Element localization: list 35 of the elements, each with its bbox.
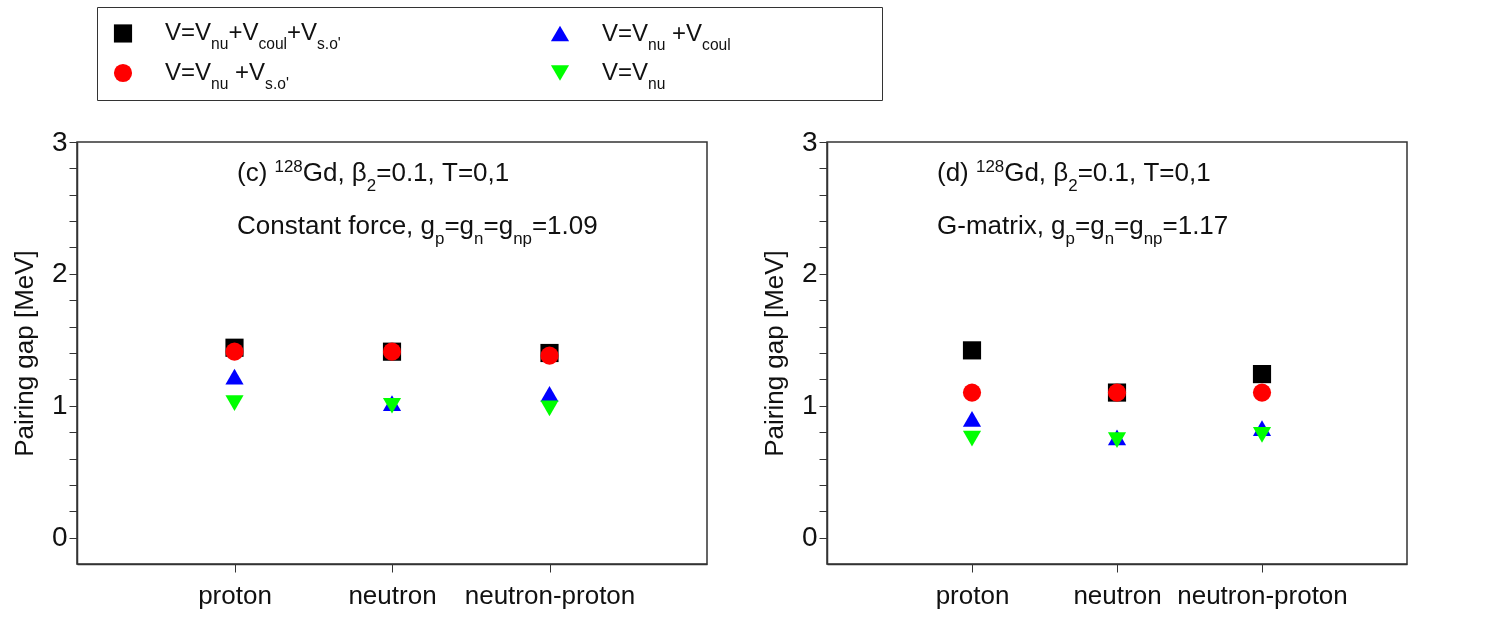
- legend-label: V=V$_{nu}$: [602, 58, 666, 92]
- legend-label: V=V$_{nu}$ +V$_{coul}$: [602, 18, 731, 52]
- annotation: G-matrix, g$_{p}$=g$_{n}$=g$_{np}$=1.17: [937, 210, 1229, 248]
- x-tick-label: neutron-proton: [464, 579, 636, 610]
- point: [962, 411, 982, 427]
- y-tick-label: 1: [51, 389, 68, 421]
- y-tick-label: 1: [801, 389, 818, 421]
- legend-label: V=V$_{nu}$+V$_{coul}$+V$_{s.o'}$: [165, 18, 341, 52]
- annotation: (c) $^{128}$Gd, β$_{2}$=0.1, T=0,1: [237, 156, 510, 195]
- x-tick-label: neutron: [348, 579, 437, 610]
- point: [962, 383, 982, 402]
- y-tick-label: 3: [51, 125, 68, 157]
- y-axis-title: Pairing gap [MeV]: [758, 250, 789, 457]
- point: [1252, 365, 1272, 384]
- y-tick-label: 3: [801, 125, 818, 157]
- x-tick-label: proton: [198, 579, 272, 610]
- y-tick-label: 2: [801, 257, 818, 289]
- x-tick-label: neutron: [1073, 579, 1162, 610]
- y-axis-title: Pairing gap [MeV]: [8, 250, 39, 457]
- annotation: Constant force, g$_{p}$=g$_{n}$=g$_{np}$=1.09: [237, 210, 598, 248]
- point: [1252, 426, 1272, 443]
- point: [225, 342, 244, 361]
- y-tick-label: 0: [801, 521, 818, 553]
- point: [540, 400, 559, 417]
- y-tick-label: 0: [51, 521, 68, 553]
- annotation: (d) $^{128}$Gd, β$_{2}$=0.1, T=0,1: [937, 156, 1211, 195]
- point: [962, 341, 982, 360]
- point: [962, 430, 982, 447]
- point: [225, 368, 244, 385]
- legend-label: V=V$_{nu}$ +V$_{s.o'}$: [165, 58, 289, 92]
- x-tick-label: proton: [935, 579, 1010, 610]
- y-tick-label: 2: [51, 257, 68, 289]
- point: [1252, 383, 1272, 402]
- point: [225, 395, 244, 411]
- x-tick-label: neutron-proton: [1177, 579, 1348, 610]
